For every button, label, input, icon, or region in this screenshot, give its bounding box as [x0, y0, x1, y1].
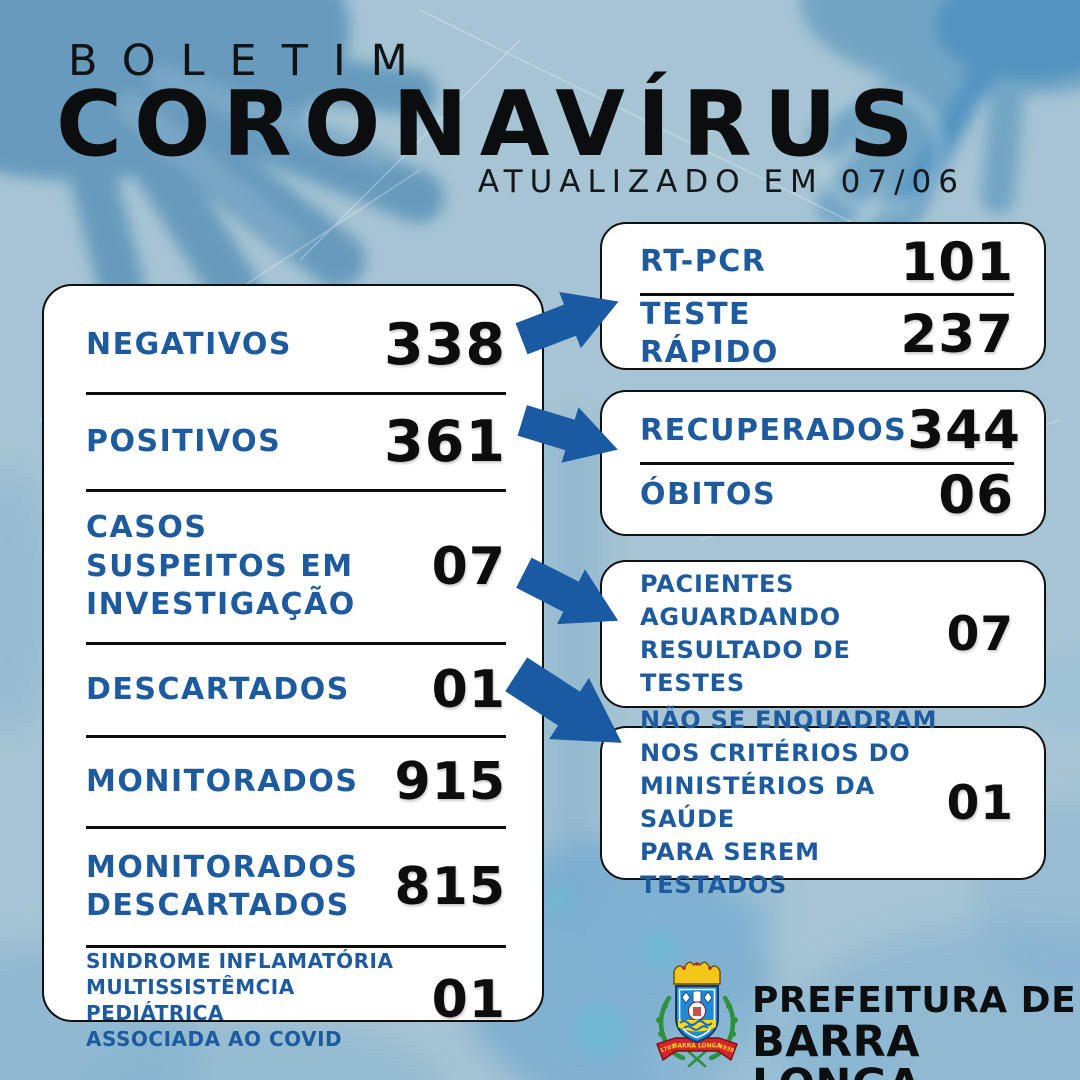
stat-label: SINDROME INFLAMATÓRIA MULTISSISTÊMCIA PE… [86, 949, 394, 1051]
stat-label: MONITORADOS [86, 763, 359, 799]
org-name: PREFEITURA DE BARRA LONGA [752, 982, 1080, 1080]
stat-value: 01 [431, 660, 506, 720]
stat-row-rtpcr: RT-PCR 101 [640, 232, 1014, 296]
stat-label: PACIENTES AGUARDANDO RESULTADO DE TESTES [640, 569, 851, 698]
stat-row-positivos: POSITIVOS 361 [86, 395, 506, 492]
stat-row-recuperados: RECUPERADOS 344 [640, 400, 1020, 465]
stat-label: RT-PCR [640, 244, 767, 280]
stat-value: 07 [946, 606, 1014, 662]
summary-card: NEGATIVOS 338 POSITIVOS 361 CASOS SUSPEI… [42, 284, 544, 1051]
stat-value: 101 [900, 232, 1014, 293]
stat-value: 815 [394, 857, 506, 917]
stat-row-obitos: ÓBITOS 06 [640, 465, 1014, 527]
arrow-icon-criteria [505, 657, 622, 743]
stat-value: 915 [394, 752, 506, 812]
org-name-line1: PREFEITURA DE [752, 980, 1077, 1021]
crown [673, 961, 721, 985]
arrow-icon-tests [515, 292, 619, 355]
outcomes-card: RECUPERADOS 344 ÓBITOS 06 [600, 390, 1046, 536]
stat-label: CASOS SUSPEITOS EM INVESTIGAÇÃO [86, 510, 356, 623]
stat-label: POSITIVOS [86, 423, 282, 459]
shield [675, 985, 719, 1044]
stat-label: MONITORADOS DESCARTADOS [86, 849, 359, 923]
ribbon-year-left: 1701 [659, 1044, 676, 1055]
arrow-icon-awaiting [516, 557, 619, 625]
ribbon-year-right: 1938 [718, 1044, 735, 1055]
stat-row-teste-rapido: TESTE RÁPIDO 237 [640, 296, 1014, 373]
arrow-icon-outcomes [517, 405, 618, 463]
stat-label: NEGATIVOS [86, 326, 293, 362]
stat-value: 07 [431, 537, 506, 597]
stat-value: 01 [946, 775, 1014, 831]
stat-value: 237 [900, 303, 1014, 365]
stat-row-monitorados: MONITORADOS 915 [86, 738, 506, 829]
stat-row-descartados: DESCARTADOS 01 [86, 645, 506, 738]
ribbon-city-name: BARRA LONGA [673, 1043, 722, 1050]
stat-value: 344 [907, 400, 1021, 462]
stat-row-casos-suspeitos: CASOS SUSPEITOS EM INVESTIGAÇÃO 07 [86, 492, 506, 645]
criteria-card: NÃO SE ENQUADRAM NOS CRITÉRIOS DO MINIST… [600, 706, 1046, 899]
org-name-line2: BARRA LONGA [752, 1016, 921, 1080]
awaiting-results-card: PACIENTES AGUARDANDO RESULTADO DE TESTES… [600, 560, 1046, 708]
stat-row-sindrome: SINDROME INFLAMATÓRIA MULTISSISTÊMCIA PE… [86, 948, 506, 1052]
stat-row-monitorados-descartados: MONITORADOS DESCARTADOS 815 [86, 829, 506, 948]
stat-label: DESCARTADOS [86, 671, 350, 707]
bulletin-kicker: BOLETIM [68, 36, 433, 86]
stat-label: RECUPERADOS [640, 412, 908, 448]
city-coat-of-arms: 1701 BARRA LONGA 1938 [656, 961, 738, 1068]
page-title: CORONAVÍRUS [56, 72, 926, 177]
stat-value: 338 [384, 312, 506, 378]
updated-date: ATUALIZADO EM 07/06 [477, 164, 965, 200]
stat-value: 01 [431, 970, 506, 1030]
stat-row-negativos: NEGATIVOS 338 [86, 298, 506, 395]
ribbon-sprigs [687, 1050, 707, 1068]
tests-card: RT-PCR 101 TESTE RÁPIDO 237 [600, 222, 1046, 370]
stat-value: 361 [384, 409, 506, 475]
stat-value: 06 [938, 464, 1014, 526]
stat-label: NÃO SE ENQUADRAM NOS CRITÉRIOS DO MINIST… [640, 705, 938, 900]
stat-label: TESTE RÁPIDO [640, 297, 779, 371]
stat-label: ÓBITOS [640, 477, 777, 513]
